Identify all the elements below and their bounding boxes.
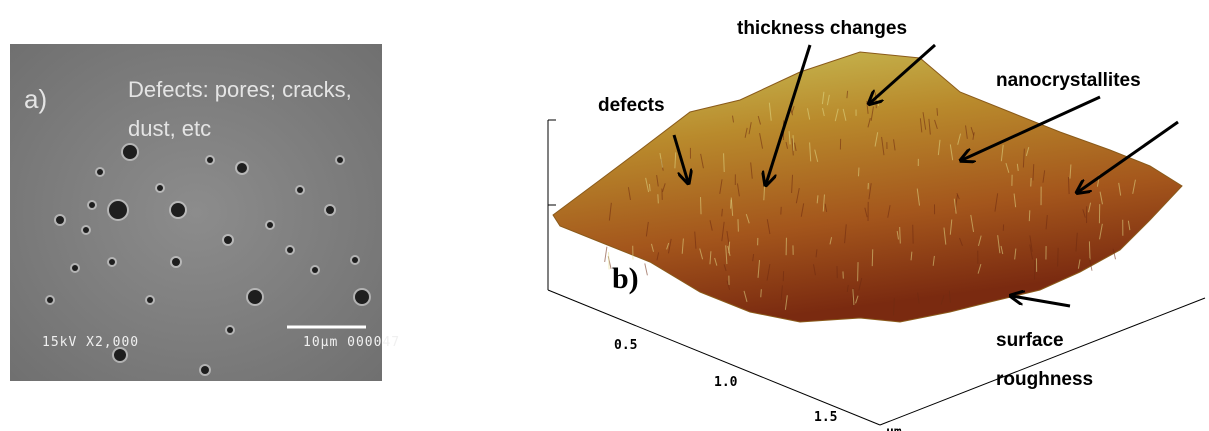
pore: [72, 265, 78, 271]
ridge: [1029, 210, 1030, 221]
pore: [123, 145, 137, 159]
panel-label: a): [24, 84, 47, 114]
axis-label: 0.5: [614, 338, 637, 353]
pore: [224, 236, 232, 244]
pore: [56, 216, 64, 224]
pore: [355, 290, 369, 304]
sem-info: 10µm 000047: [303, 335, 400, 350]
pore: [207, 157, 213, 163]
pore: [171, 203, 185, 217]
pore: [157, 185, 163, 191]
pore: [109, 259, 115, 265]
pore: [227, 327, 233, 333]
ridge: [722, 209, 723, 217]
axis-unit: µm: [886, 425, 902, 431]
ridge: [761, 289, 762, 297]
pore: [89, 202, 95, 208]
pore: [297, 187, 303, 193]
ridge: [847, 91, 848, 98]
axis-label: 1.0: [714, 375, 738, 390]
pore: [312, 267, 318, 273]
ridge: [1089, 241, 1090, 259]
annotation: surface: [996, 330, 1064, 351]
panel-b: b) defects thickness changes nanocrystal…: [548, 18, 1205, 431]
caption-line: dust, etc: [128, 116, 211, 141]
ridge: [645, 263, 648, 275]
pore: [83, 227, 89, 233]
pore: [326, 206, 334, 214]
ridge: [878, 97, 879, 106]
sem-info: 15kV X2,000: [42, 335, 139, 350]
pore: [114, 349, 126, 361]
ridge: [900, 227, 901, 244]
ridge: [937, 108, 938, 116]
axis-label: 1.5: [814, 410, 837, 425]
panel-label: b): [612, 262, 639, 295]
ridge: [1068, 177, 1069, 194]
pore: [47, 297, 53, 303]
y-axis: [880, 298, 1205, 425]
arrow: [1012, 296, 1070, 306]
caption-line: Defects: pores; cracks,: [128, 77, 352, 102]
pore: [172, 258, 180, 266]
annotation: thickness changes: [737, 18, 907, 39]
ridge: [724, 153, 725, 172]
annotation: nanocrystallites: [996, 70, 1141, 91]
pore: [97, 169, 103, 175]
panel-a: a) Defects: pores; cracks, dust, etc 15k…: [10, 44, 400, 381]
ridge: [609, 252, 610, 269]
pore: [267, 222, 273, 228]
pore: [287, 247, 293, 253]
pore: [201, 366, 209, 374]
pore: [147, 297, 153, 303]
pore: [248, 290, 262, 304]
pore: [109, 201, 127, 219]
pore: [337, 157, 343, 163]
annotation: roughness: [996, 369, 1093, 390]
figure: a) Defects: pores; cracks, dust, etc 15k…: [0, 0, 1209, 431]
ridge: [701, 197, 702, 214]
pore: [237, 163, 247, 173]
annotation: defects: [598, 95, 665, 116]
ridge: [605, 247, 607, 262]
pore: [352, 257, 358, 263]
